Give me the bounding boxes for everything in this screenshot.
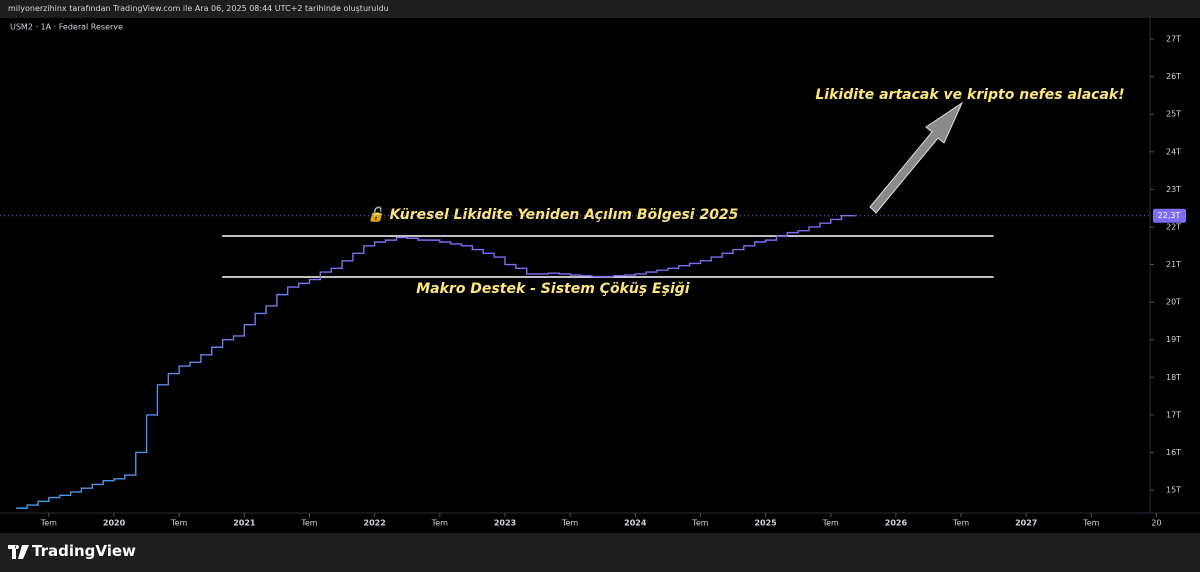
x-tick-label: Tem xyxy=(561,519,578,528)
footer: TradingView xyxy=(0,533,1200,572)
y-tick-label: 18T xyxy=(1166,373,1181,382)
y-tick-label: 19T xyxy=(1166,335,1181,344)
x-tick-label: 2024 xyxy=(624,519,647,528)
x-tick-label: Tem xyxy=(822,519,839,528)
x-tick-label: Tem xyxy=(952,519,969,528)
arrow xyxy=(869,101,964,214)
annotation: Likidite artacak ve kripto nefes alacak! xyxy=(815,87,1124,103)
level-label: Makro Destek - Sistem Çöküş Eşiği xyxy=(416,281,690,297)
x-tick-label: 2023 xyxy=(494,519,516,528)
logo xyxy=(8,545,29,559)
x-tick-label: Tem xyxy=(40,519,57,528)
last-value-label: 22,3T xyxy=(1158,211,1181,220)
y-tick-label: 26T xyxy=(1166,72,1181,81)
series-line xyxy=(16,214,856,509)
y-tick-label: 23T xyxy=(1166,185,1181,194)
y-tick-label: 20T xyxy=(1166,298,1181,307)
x-tick-label: 2022 xyxy=(364,519,386,528)
y-tick-label: 21T xyxy=(1166,260,1181,269)
x-tick-label: 2027 xyxy=(1015,519,1037,528)
x-tick-label: Tem xyxy=(170,519,187,528)
x-tick-label: Tem xyxy=(300,519,317,528)
y-tick-label: 16T xyxy=(1166,448,1181,457)
x-tick-label: 2026 xyxy=(885,519,908,528)
y-tick-label: 24T xyxy=(1166,147,1181,156)
x-tick-label: Tem xyxy=(691,519,708,528)
y-tick-label: 27T xyxy=(1166,35,1181,44)
level-label: 🔓 Küresel Likidite Yeniden Açılım Bölges… xyxy=(367,206,738,223)
y-tick-label: 25T xyxy=(1166,110,1181,119)
header: milyonerzihinx tarafından TradingView.co… xyxy=(0,0,1200,18)
chart: USM2 · 1A · Federal Reserve Likidite art… xyxy=(0,18,1200,528)
x-tick-label: 20 xyxy=(1151,519,1161,528)
x-tick-label: Tem xyxy=(431,519,448,528)
x-tick-label: Tem xyxy=(1082,519,1099,528)
y-tick-label: 15T xyxy=(1166,486,1181,495)
x-tick-label: 2020 xyxy=(103,519,126,528)
brand: TradingView xyxy=(32,542,136,560)
y-tick-label: 17T xyxy=(1166,410,1181,419)
x-tick-label: 2021 xyxy=(233,519,256,528)
x-tick-label: 2025 xyxy=(754,519,777,528)
last-value-box xyxy=(1153,208,1186,223)
symbol-label: USM2 · 1A · Federal Reserve xyxy=(10,23,123,32)
y-tick-label: 22T xyxy=(1166,222,1181,231)
